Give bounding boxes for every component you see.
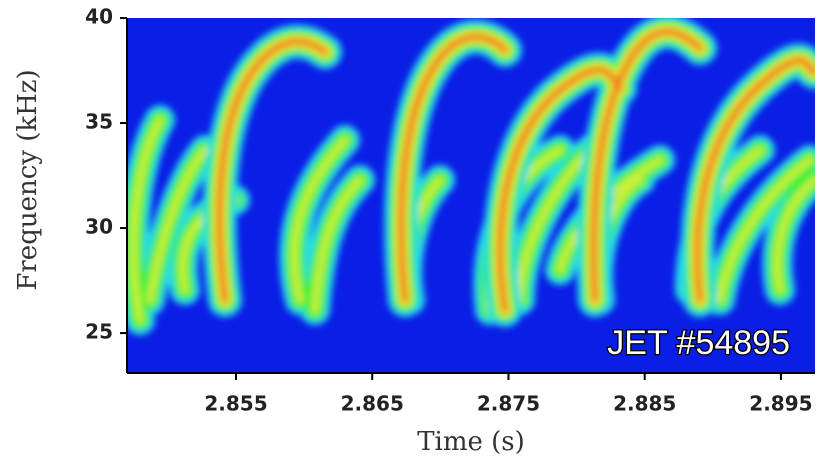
x-tick-label: 2.855: [204, 392, 267, 416]
x-tick-label: 2.865: [341, 392, 404, 416]
annotation: JET #54895: [607, 324, 790, 362]
y-tick-label: 30: [85, 215, 113, 239]
x-tick-label: 2.875: [477, 392, 540, 416]
y-tick-label: 35: [85, 110, 113, 134]
y-tick-label: 25: [85, 320, 113, 344]
y-axis-label: Frequency (kHz): [13, 69, 43, 290]
x-tick-label: 2.885: [613, 392, 676, 416]
x-tick-label: 2.895: [749, 392, 812, 416]
plot-area: [127, 18, 815, 373]
y-tick-label: 40: [85, 5, 113, 29]
x-axis-label: Time (s): [417, 427, 525, 457]
